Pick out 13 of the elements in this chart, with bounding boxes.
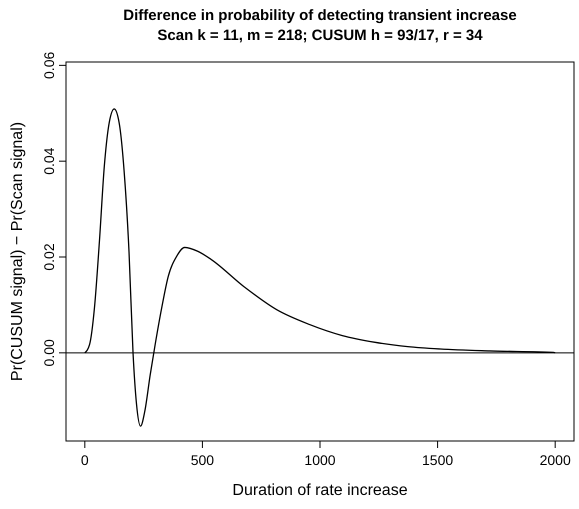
x-tick-label: 1500 [422,452,454,468]
y-tick-label: 0.00 [41,339,57,366]
y-tick-label: 0.04 [41,147,57,175]
x-tick-label: 2000 [540,452,571,468]
x-tick-label: 1000 [304,452,336,468]
chart-title: Difference in probability of detecting transient increase [123,7,517,24]
x-tick-label: 500 [190,452,214,468]
x-tick-label: 0 [80,452,89,468]
y-tick-label: 0.06 [41,52,57,79]
x-axis-title: Duration of rate increase [232,482,408,499]
y-axis-title: Pr(CUSUM signal) − Pr(Scan signal) [9,122,26,382]
chart-subtitle: Scan k = 11, m = 218; CUSUM h = 93/17, r = 34 [157,27,484,44]
y-tick-label: 0.02 [41,243,57,271]
